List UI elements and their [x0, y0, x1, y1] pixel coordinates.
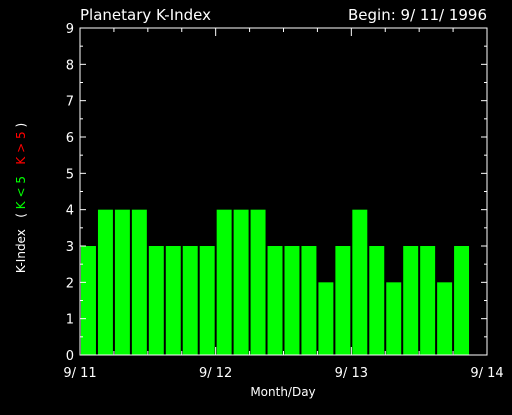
- bar-20: [420, 246, 436, 355]
- bar-17: [369, 246, 385, 355]
- y-axis-label-green: K < 5: [14, 176, 28, 209]
- chart-title: Planetary K-Index: [80, 6, 211, 24]
- bar-10: [250, 209, 266, 355]
- x-tick-label-2: 9/ 13: [335, 366, 368, 381]
- y-tick-label-8: 8: [66, 58, 74, 73]
- bar-2: [114, 209, 130, 355]
- bar-14: [318, 282, 334, 355]
- y-axis-label-main: K-Index: [14, 229, 28, 273]
- bar-6: [182, 246, 198, 355]
- bar-19: [403, 246, 419, 355]
- bar-5: [165, 246, 181, 355]
- y-tick-label-4: 4: [66, 204, 74, 219]
- x-tick-label-1: 9/ 12: [199, 366, 232, 381]
- y-tick-label-9: 9: [66, 22, 74, 37]
- bar-13: [301, 246, 317, 355]
- bar-3: [131, 209, 147, 355]
- y-tick-label-5: 5: [66, 167, 74, 182]
- y-axis-label-open: (: [14, 213, 28, 218]
- bar-21: [437, 282, 453, 355]
- x-tick-label-3: 9/ 14: [470, 366, 503, 381]
- bar-1: [97, 209, 113, 355]
- bar-12: [284, 246, 300, 355]
- bar-15: [335, 246, 351, 355]
- bar-22: [454, 246, 470, 355]
- y-tick-label-7: 7: [66, 95, 74, 110]
- y-tick-label-0: 0: [66, 349, 74, 364]
- bar-4: [148, 246, 164, 355]
- y-tick-label-1: 1: [66, 313, 74, 328]
- x-axis-label: Month/Day: [250, 385, 315, 399]
- y-tick-label-3: 3: [66, 240, 74, 255]
- y-axis-label-red: K > 5: [14, 131, 28, 164]
- bar-0: [81, 246, 96, 355]
- axes-group: 0 1 2 3 4 5 6 7 8 9 9/ 11 9/ 12 9/ 13 9/ 14: [63, 22, 503, 381]
- y-tick-label-2: 2: [66, 276, 74, 291]
- y-axis-label: K-Index ( K < 5 K > 5 ): [14, 123, 28, 273]
- bar-11: [267, 246, 283, 355]
- bar-7: [199, 246, 215, 355]
- bar-18: [386, 282, 402, 355]
- chart-subtitle: Begin: 9/ 11/ 1996: [348, 6, 487, 24]
- bars-group: [81, 209, 470, 355]
- bar-16: [352, 209, 368, 355]
- bar-8: [216, 209, 232, 355]
- bar-9: [233, 209, 249, 355]
- x-tick-label-0: 9/ 11: [63, 366, 96, 381]
- y-tick-label-6: 6: [66, 131, 74, 146]
- y-axis-label-close: ): [14, 123, 28, 128]
